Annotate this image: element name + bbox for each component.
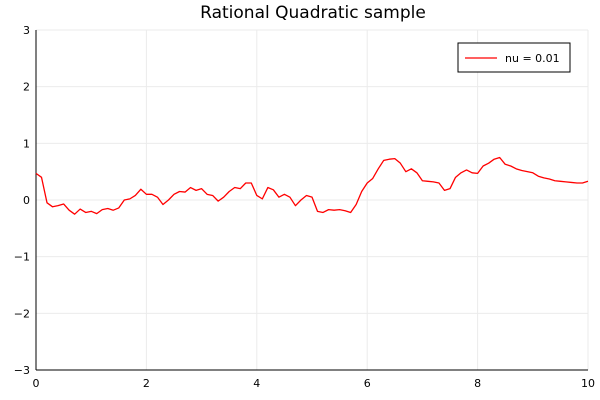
chart-title: Rational Quadratic sample [200,3,426,23]
x-tick-label: 8 [474,377,481,390]
y-tick-label: 1 [23,137,30,150]
x-tick-label: 10 [581,377,595,390]
series-line [35,156,589,215]
x-tick-labels: 0 2 4 6 8 10 [33,377,596,390]
y-tick-label: −1 [14,251,30,264]
y-tick-label: 2 [23,81,30,94]
series-group [35,156,589,215]
legend-label: nu = 0.01 [505,52,560,65]
x-tick-label: 0 [33,377,40,390]
y-tick-label: 3 [23,24,30,37]
legend: nu = 0.01 [457,42,571,73]
x-tick-label: 2 [143,377,150,390]
y-tick-label: 0 [23,194,30,207]
x-tick-label: 4 [253,377,260,390]
y-tick-label: −2 [14,307,30,320]
y-tick-labels: −3 −2 −1 0 1 2 3 [14,24,30,377]
x-tick-label: 6 [364,377,371,390]
y-tick-label: −3 [14,364,30,377]
axes [35,30,588,371]
